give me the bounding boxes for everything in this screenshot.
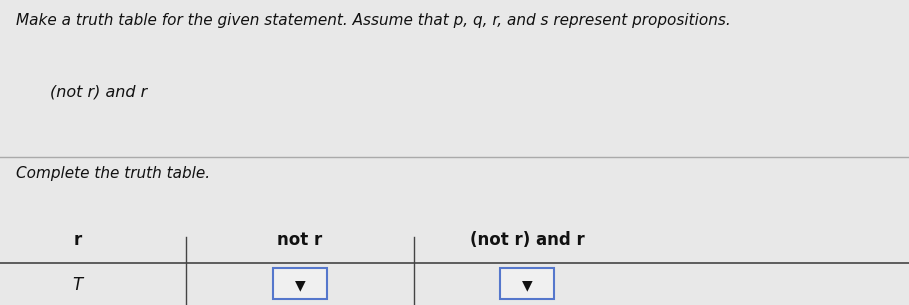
Text: (not r) and r: (not r) and r bbox=[470, 231, 584, 249]
Text: not r: not r bbox=[277, 231, 323, 249]
FancyBboxPatch shape bbox=[500, 268, 554, 299]
Text: ▼: ▼ bbox=[295, 278, 305, 292]
FancyBboxPatch shape bbox=[273, 268, 327, 299]
Text: (not r) and r: (not r) and r bbox=[50, 84, 147, 99]
Text: Complete the truth table.: Complete the truth table. bbox=[16, 166, 211, 181]
Text: T: T bbox=[72, 276, 83, 294]
Text: ▼: ▼ bbox=[522, 278, 533, 292]
Text: r: r bbox=[73, 231, 82, 249]
Text: Make a truth table for the given statement. Assume that p, q, r, and s represent: Make a truth table for the given stateme… bbox=[16, 13, 731, 28]
